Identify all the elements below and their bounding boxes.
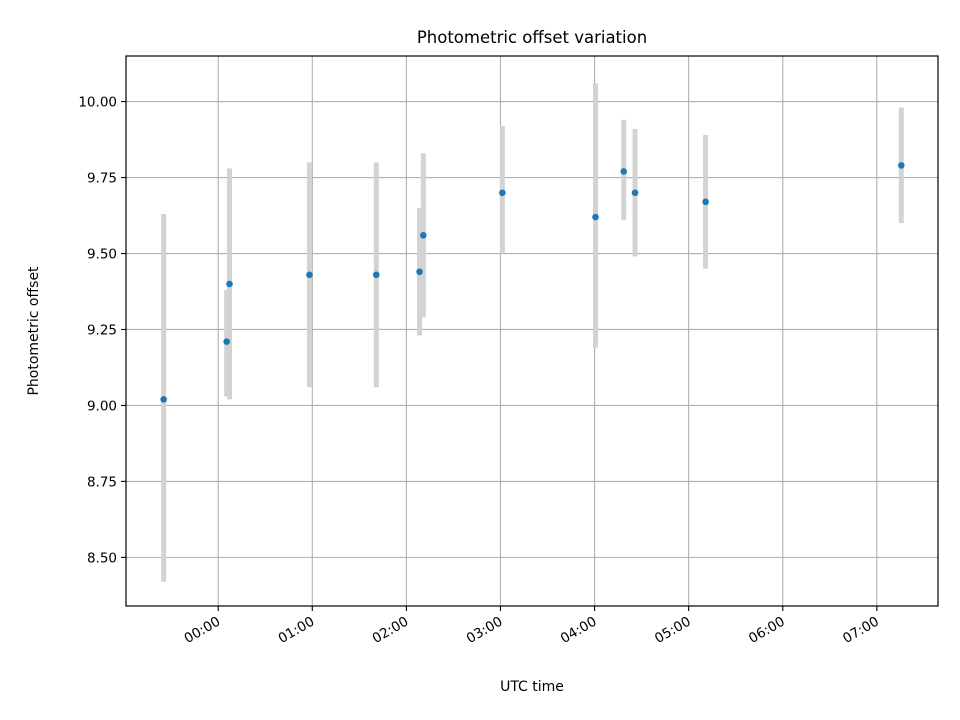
data-point (620, 168, 628, 175)
data-point (702, 198, 709, 206)
chart-title: Photometric offset variation (417, 28, 647, 47)
y-tick-label: 9.25 (87, 322, 117, 338)
data-point (631, 189, 639, 197)
y-axis-label: Photometric offset (26, 266, 42, 396)
data-point (416, 268, 423, 276)
data-points (160, 162, 905, 403)
y-tick-label: 8.75 (87, 474, 117, 490)
x-axis-label: UTC time (500, 679, 564, 695)
data-point (420, 231, 427, 239)
data-point (223, 338, 230, 345)
data-point (499, 189, 506, 197)
y-tick-label: 9.75 (87, 171, 117, 187)
data-point (898, 162, 905, 169)
y-tick-label: 9.00 (87, 398, 117, 414)
data-point (160, 396, 167, 403)
data-point (372, 271, 380, 279)
y-tick-label: 10.00 (78, 95, 117, 111)
y-tick-label: 8.50 (87, 550, 117, 566)
data-point (306, 271, 313, 279)
y-axis-ticks: 8.50 8.75 9.00 9.25 9.50 9.75 10.00 (78, 95, 126, 566)
data-point (226, 280, 233, 288)
y-tick-label: 9.50 (87, 247, 117, 263)
data-point (592, 213, 599, 221)
plot-frame (125, 55, 939, 607)
